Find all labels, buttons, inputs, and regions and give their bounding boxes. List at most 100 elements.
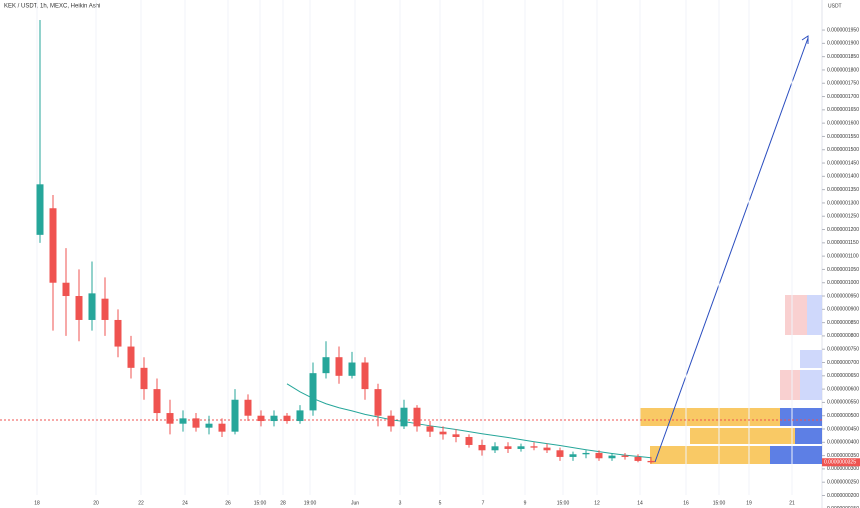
candle-body xyxy=(244,399,252,416)
moving-average xyxy=(286,383,652,459)
candle-body xyxy=(465,436,473,445)
x-tick-label: 28 xyxy=(280,500,286,506)
candle-body xyxy=(309,373,317,411)
candle-body xyxy=(140,367,148,390)
y-axis-label: USDT xyxy=(828,3,842,9)
x-tick-label: 15:00 xyxy=(254,500,267,506)
y-tick-label: 0.0000000450 xyxy=(827,426,859,432)
x-tick-label: 24 xyxy=(182,500,188,506)
y-tick-label: 0.0000001250 xyxy=(827,214,859,220)
candle-body xyxy=(296,410,304,422)
candle-body xyxy=(530,446,538,448)
y-tick-label: 0.0000000200 xyxy=(827,493,859,499)
candle-body xyxy=(621,455,629,457)
x-tick-label: Jun xyxy=(351,500,359,506)
y-tick-label: 0.0000000400 xyxy=(827,440,859,446)
candle-body xyxy=(283,415,291,422)
candle-body xyxy=(478,444,486,451)
y-tick-label: 0.0000000900 xyxy=(827,307,859,313)
y-tick-label: 0.0000001700 xyxy=(827,94,859,100)
candle-body xyxy=(257,415,265,422)
candle-body xyxy=(504,446,512,449)
profile-bar xyxy=(640,408,780,426)
profile-bar xyxy=(770,446,822,464)
profile-bar xyxy=(650,446,770,464)
y-tick-label: 0.0000001100 xyxy=(827,253,859,259)
profile-bar xyxy=(795,428,822,444)
candle-body xyxy=(348,362,356,376)
candle-body xyxy=(374,389,382,416)
candle-body xyxy=(647,460,655,463)
x-tick-label: 15:00 xyxy=(713,500,726,506)
profile-bar xyxy=(780,370,800,400)
y-tick-label: 0.0000001800 xyxy=(827,67,859,73)
y-tick-label: 0.0000001950 xyxy=(827,27,859,33)
x-tick-label: 21 xyxy=(789,500,795,506)
y-tick-label: 0.0000000300 xyxy=(827,466,859,472)
y-tick-label: 0.0000001300 xyxy=(827,200,859,206)
y-tick-label: 0.0000000150 xyxy=(827,506,859,508)
trend-arrow xyxy=(654,37,809,463)
y-tick-label: 0.0000001500 xyxy=(827,147,859,153)
candle-body xyxy=(556,450,564,457)
y-tick-label: 0.0000000500 xyxy=(827,413,859,419)
x-tick-label: 22 xyxy=(138,500,144,506)
y-tick-label: 0.0000000800 xyxy=(827,333,859,339)
candle-body xyxy=(361,362,369,390)
x-tick-label: 19 xyxy=(746,500,752,506)
x-tick-label: 15:00 xyxy=(557,500,570,506)
y-tick-label: 0.0000001050 xyxy=(827,267,859,273)
arrow-head xyxy=(801,35,809,44)
profile-bar xyxy=(780,408,822,426)
candle-body xyxy=(400,407,408,427)
candle-body xyxy=(452,434,460,437)
candle-body xyxy=(569,454,577,457)
candle-body xyxy=(49,208,57,283)
x-tick-label: 26 xyxy=(225,500,231,506)
candle-body xyxy=(426,426,434,432)
y-tick-label: 0.0000001550 xyxy=(827,134,859,140)
y-tick-label: 0.0000000950 xyxy=(827,293,859,299)
y-tick-label: 0.0000001000 xyxy=(827,280,859,286)
candle-body xyxy=(595,452,603,459)
candle-body xyxy=(36,184,44,235)
y-tick-label: 0.0000000650 xyxy=(827,373,859,379)
profile-bar xyxy=(785,295,807,335)
candle-body xyxy=(322,357,330,374)
x-tick-label: 18 xyxy=(34,500,40,506)
y-tick-label: 0.0000001150 xyxy=(827,240,859,246)
y-tick-label: 0.0000000850 xyxy=(827,320,859,326)
candle-body xyxy=(88,293,96,320)
candle-body xyxy=(166,413,174,424)
profile-bar xyxy=(800,350,822,368)
profile-bar xyxy=(807,295,822,335)
candle-body xyxy=(634,456,642,461)
x-tick-label: 12 xyxy=(594,500,600,506)
x-tick-label: 7 xyxy=(482,500,485,506)
x-tick-label: 16 xyxy=(683,500,689,506)
last-price-label: 0.0000000325 xyxy=(824,460,856,466)
x-tick-label: 3 xyxy=(399,500,402,506)
x-tick-label: 9 xyxy=(524,500,527,506)
x-tick-label: 19:00 xyxy=(304,500,317,506)
y-tick-label: 0.0000001850 xyxy=(827,54,859,60)
y-tick-label: 0.0000001900 xyxy=(827,41,859,47)
y-tick-label: 0.0000000600 xyxy=(827,386,859,392)
candle-body xyxy=(413,407,421,427)
candle-body xyxy=(218,423,226,432)
x-tick-label: 20 xyxy=(93,500,99,506)
candle-body xyxy=(205,423,213,428)
candle-body xyxy=(153,389,161,414)
candle-body xyxy=(517,446,525,449)
candle-body xyxy=(270,415,278,422)
candle-body xyxy=(127,346,135,368)
y-tick-label: 0.0000000250 xyxy=(827,480,859,486)
profile-bar xyxy=(800,370,822,400)
y-tick-label: 0.0000001200 xyxy=(827,227,859,233)
candle-body xyxy=(387,415,395,427)
candle-body xyxy=(101,298,109,320)
last-price-box xyxy=(822,458,860,467)
candle-body xyxy=(179,418,187,424)
y-tick-label: 0.0000001750 xyxy=(827,81,859,87)
y-tick-label: 0.0000000550 xyxy=(827,400,859,406)
